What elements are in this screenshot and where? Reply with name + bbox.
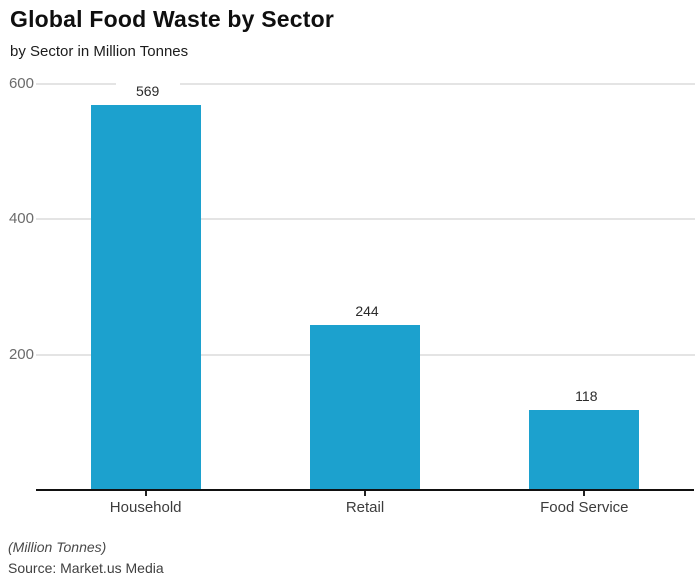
category-label-retail: Retail bbox=[345, 499, 385, 516]
category-label-food-service: Food Service bbox=[540, 499, 629, 516]
bar-retail bbox=[310, 324, 420, 490]
unit-note: (Million Tonnes) bbox=[8, 539, 107, 555]
gridline-600 bbox=[36, 83, 695, 85]
xtick-mark-1 bbox=[144, 491, 147, 496]
ytick-label-400: 400 bbox=[8, 210, 34, 228]
ytick-label-200: 200 bbox=[8, 345, 34, 363]
value-label-household: 569 bbox=[115, 82, 180, 99]
bar-household bbox=[90, 104, 201, 490]
value-label-food-service: 118 bbox=[554, 388, 619, 405]
bar-food-service bbox=[529, 410, 640, 490]
chart-subtitle: by Sector in Million Tonnes bbox=[10, 43, 189, 60]
xtick-mark-3 bbox=[583, 491, 586, 496]
source-note: Source: Market.us Media bbox=[8, 560, 164, 576]
value-label-retail: 244 bbox=[335, 302, 399, 319]
chart-title: Global Food Waste by Sector bbox=[10, 6, 335, 32]
x-axis-line bbox=[36, 489, 694, 491]
gridline-400 bbox=[36, 218, 695, 221]
xtick-mark-2 bbox=[364, 491, 366, 496]
ytick-label-600: 600 bbox=[8, 75, 34, 92]
category-label-household: Household bbox=[109, 499, 182, 516]
